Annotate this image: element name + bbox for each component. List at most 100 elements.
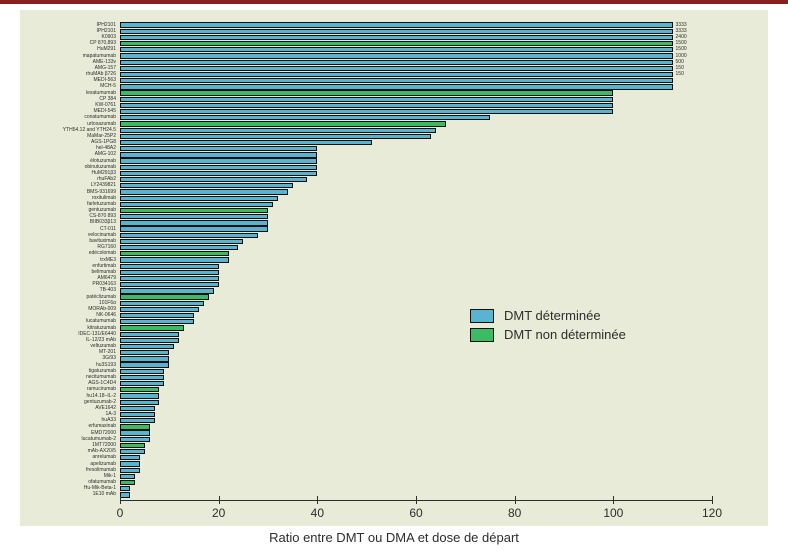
y-tick-label: ramucirumab: [87, 387, 116, 392]
bar: [120, 313, 194, 318]
bar: [120, 134, 431, 139]
bar: [120, 72, 673, 77]
bar: [120, 400, 159, 405]
bar: [120, 22, 673, 27]
y-tick-label: enfurtimab: [92, 264, 116, 269]
y-tick-label: conatumumab: [84, 115, 116, 120]
bar: [120, 430, 150, 435]
y-tick-label: gentuzumab-2: [84, 400, 116, 405]
x-axis: 020406080100120: [120, 500, 712, 501]
bar: [120, 319, 194, 324]
header-accent-bar: [0, 0, 788, 4]
y-tick-label: LY2439821: [91, 183, 116, 188]
x-tick-label: 80: [508, 506, 521, 520]
y-tick-label: patéclizumab: [87, 295, 116, 300]
bar: [120, 214, 268, 219]
y-tick-label: 3G/93: [102, 356, 116, 361]
bar: [120, 468, 140, 473]
y-tick-label: edécolomab: [89, 251, 116, 256]
y-tick-label: élotuzumab: [90, 159, 116, 164]
bar: [120, 406, 155, 411]
bar: [120, 165, 317, 170]
bar: [120, 455, 140, 460]
bar: [120, 257, 229, 262]
bar: [120, 387, 159, 392]
x-tick-label: 0: [117, 506, 124, 520]
legend-label: DMT non déterminée: [504, 327, 626, 342]
bar: [120, 53, 673, 58]
bar: [120, 103, 613, 108]
bar: [120, 418, 155, 423]
bar: [120, 443, 145, 448]
y-tick-label: HuM291: [97, 47, 116, 52]
legend-item-determined: DMT déterminée: [470, 308, 626, 323]
bar: [120, 90, 613, 95]
bar: [120, 375, 164, 380]
bar-overflow-value: 1500: [676, 47, 687, 52]
x-tick-label: 40: [311, 506, 324, 520]
bar: [120, 47, 673, 52]
bar: [120, 233, 258, 238]
y-tick-label: MCH-5: [100, 84, 116, 89]
bar: [120, 350, 169, 355]
x-tick: [613, 496, 614, 504]
y-tick-label: apelizumab: [90, 462, 116, 467]
legend-item-nondetermined: DMT non déterminée: [470, 327, 626, 342]
bar-overflow-value: 500: [676, 60, 684, 65]
y-tick-label: 1E10 mAb: [93, 492, 116, 497]
bar: [120, 412, 155, 417]
bar: [120, 29, 673, 34]
x-tick: [712, 496, 713, 504]
x-tick: [515, 496, 516, 504]
y-tick-label: YTH54.12 and YTH24.5: [63, 128, 116, 133]
plot-area: IPH21013333IPH21013333K09032400CP 870,89…: [120, 20, 712, 500]
y-tick-label: trxME3: [100, 258, 116, 263]
x-tick: [219, 496, 220, 504]
bar: [120, 307, 199, 312]
bar-overflow-value: 150: [676, 72, 684, 77]
bar: [120, 264, 219, 269]
x-axis-title: Ratio entre DMT ou DMA et dose de départ: [20, 530, 768, 545]
bar: [120, 202, 273, 207]
bar: [120, 245, 238, 250]
bar: [120, 239, 243, 244]
bar: [120, 66, 673, 71]
bar: [120, 121, 446, 126]
y-tick-label: hu3S193: [96, 363, 116, 368]
bar: [120, 301, 204, 306]
bar: [120, 177, 307, 182]
bar: [120, 294, 209, 299]
y-tick-label: EMD72000: [91, 431, 116, 436]
bar: [120, 362, 169, 367]
bar: [120, 35, 673, 40]
bar: [120, 78, 673, 83]
y-tick-label: fresolimumab: [86, 468, 116, 473]
x-tick-label: 120: [702, 506, 722, 520]
y-tick-label: anrelumab: [92, 455, 116, 460]
bar: [120, 171, 317, 176]
bar: [120, 60, 673, 65]
y-tick-label: erfumaxinab: [88, 424, 116, 429]
bar-overflow-value: 3333: [676, 23, 687, 28]
bar: [120, 344, 174, 349]
y-tick-label: lucatumumab: [86, 319, 116, 324]
x-tick-label: 60: [409, 506, 422, 520]
bar: [120, 282, 219, 287]
y-tick-label: BIIB033β13: [90, 220, 116, 225]
bar: [120, 369, 164, 374]
y-tick-label: hu14.18–IL-2: [87, 394, 116, 399]
bar: [120, 492, 130, 497]
bar: [120, 140, 372, 145]
bar-overflow-value: 1000: [676, 54, 687, 59]
bar: [120, 251, 229, 256]
bar: [120, 41, 673, 46]
y-tick-label: BMS-931699: [87, 190, 116, 195]
bar: [120, 288, 214, 293]
bar: [120, 381, 164, 386]
y-tick-label: roxitulimab: [92, 196, 116, 201]
bar: [120, 449, 145, 454]
x-tick: [317, 496, 318, 504]
y-tick-label: urtoxazumab: [87, 122, 116, 127]
legend: DMT déterminée DMT non déterminée: [462, 298, 636, 352]
bar: [120, 424, 150, 429]
